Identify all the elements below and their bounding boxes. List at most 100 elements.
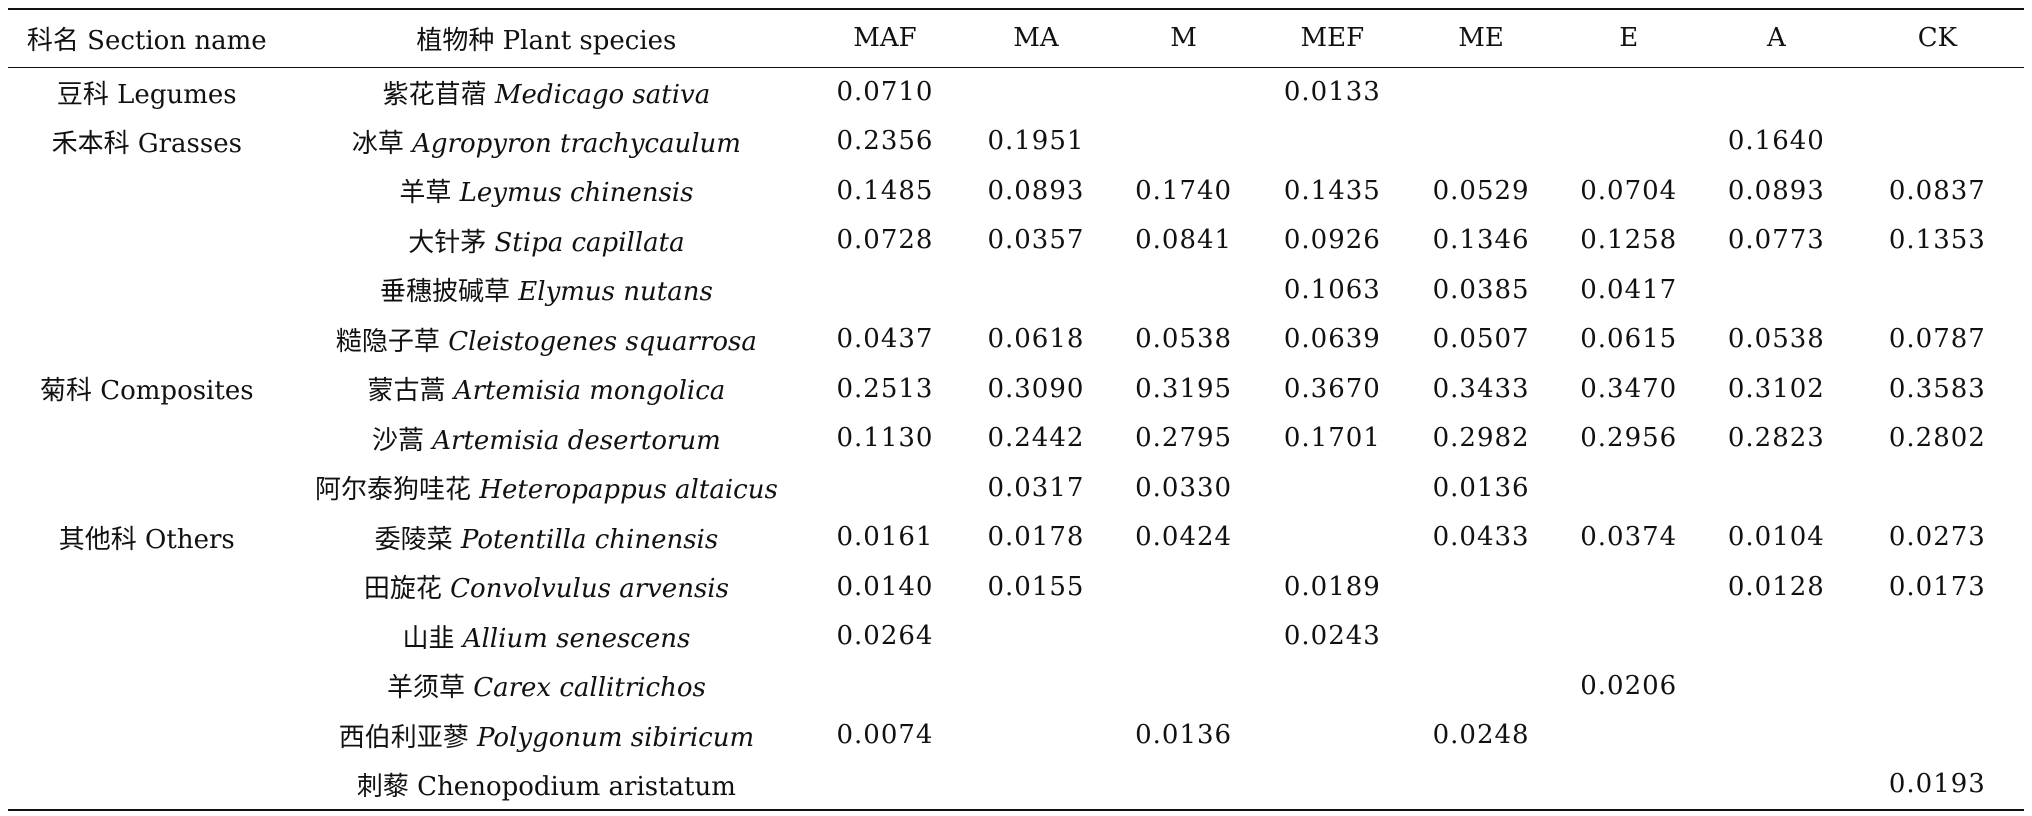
value-cell <box>1555 562 1702 612</box>
column-header: 植物种 Plant species <box>416 25 677 56</box>
table-row: 羊草 Leymus chinensis 0.1485 0.0893 0.1740 0.1… <box>8 166 2024 216</box>
value-cell <box>1851 117 2024 167</box>
species-latin-name: Potentilla chinensis <box>460 524 719 555</box>
value-cell <box>963 67 1110 117</box>
value-cell <box>963 265 1110 315</box>
table-row: 禾本科 Grasses 冰草 Agropyron trachycaulum 0.23… <box>8 117 2024 167</box>
value-cell <box>807 760 962 810</box>
species-chinese-name: 田旋花 <box>363 574 442 605</box>
table-row: 田旋花 Convolvulus arvensis 0.0140 0.0155 0.01… <box>8 562 2024 612</box>
species-chinese-name: 蒙古蒿 <box>367 376 446 407</box>
species-chinese-name: 西伯利亚蓼 <box>338 722 469 753</box>
value-cell: 0.0893 <box>1727 175 1825 206</box>
value-cell: 0.0893 <box>987 175 1085 206</box>
species-latin-name: Agropyron trachycaulum <box>412 128 741 159</box>
column-header: A <box>1766 23 1786 54</box>
species-latin-name: Allium senescens <box>462 623 691 654</box>
species-chinese-name: 羊草 <box>399 178 452 209</box>
species-cell: 羊须草 Carex callitrichos <box>286 661 808 711</box>
family-cell <box>8 463 286 513</box>
value-cell <box>1851 265 2024 315</box>
value-cell: 0.0615 <box>1580 324 1678 355</box>
family-cell <box>8 216 286 266</box>
value-cell: 0.3433 <box>1432 373 1530 404</box>
value-cell <box>1407 760 1556 810</box>
value-cell <box>963 612 1110 662</box>
value-cell: 0.1353 <box>1888 225 1986 256</box>
value-cell <box>1109 117 1258 167</box>
value-cell: 0.0104 <box>1727 522 1825 553</box>
value-cell: 0.0618 <box>987 324 1085 355</box>
value-cell: 0.0437 <box>836 324 934 355</box>
table-row: 刺藜 Chenopodium aristatum 0.0193 <box>8 760 2024 810</box>
value-cell: 0.0728 <box>836 225 934 256</box>
value-cell <box>1258 117 1407 167</box>
species-chinese-name: 糙隐子草 <box>335 326 440 357</box>
species-cell: 冰草 Agropyron trachycaulum <box>286 117 808 167</box>
species-latin-name: Heteropappus altaicus <box>479 475 778 506</box>
value-cell: 0.1435 <box>1283 175 1381 206</box>
species-latin-name: Convolvulus arvensis <box>450 574 729 605</box>
value-cell <box>1555 711 1702 761</box>
table-row: 豆科 Legumes 紫花苜蓿 Medicago sativa 0.0710 0.01… <box>8 67 2024 117</box>
value-cell <box>1702 711 1851 761</box>
species-chinese-name: 刺藜 <box>356 771 409 802</box>
species-chinese-name: 大针茅 <box>408 227 487 258</box>
value-cell <box>1407 117 1556 167</box>
value-cell <box>1702 463 1851 513</box>
value-cell <box>1109 661 1258 711</box>
species-cell: 垂穗披碱草 Elymus nutans <box>286 265 808 315</box>
value-cell <box>1407 612 1556 662</box>
family-cell: 其他科 Others <box>58 524 235 555</box>
value-cell <box>1109 562 1258 612</box>
value-cell: 0.0374 <box>1580 522 1678 553</box>
column-header: ME <box>1458 23 1504 54</box>
value-cell <box>1109 760 1258 810</box>
value-cell: 0.3470 <box>1580 373 1678 404</box>
species-chinese-name: 委陵菜 <box>374 524 453 555</box>
value-cell: 0.0433 <box>1432 522 1530 553</box>
value-cell: 0.1640 <box>1727 126 1825 157</box>
value-cell <box>807 265 962 315</box>
value-cell: 0.0710 <box>836 77 934 107</box>
column-header: MA <box>1013 23 1059 54</box>
value-cell: 0.0704 <box>1580 175 1678 206</box>
value-cell: 0.0140 <box>836 571 934 602</box>
value-cell <box>1555 760 1702 810</box>
value-cell: 0.0206 <box>1580 670 1678 701</box>
value-cell: 0.0133 <box>1283 77 1381 107</box>
value-cell: 0.3102 <box>1727 373 1825 404</box>
value-cell <box>1258 711 1407 761</box>
species-latin-name: Elymus nutans <box>518 277 713 308</box>
species-cell: 委陵菜 Potentilla chinensis <box>286 513 808 563</box>
value-cell <box>1555 463 1702 513</box>
value-cell: 0.2356 <box>836 126 934 157</box>
value-cell <box>1851 661 2024 711</box>
column-header: CK <box>1917 23 1958 54</box>
table-row: 羊须草 Carex callitrichos 0.0206 <box>8 661 2024 711</box>
value-cell: 0.1258 <box>1580 225 1678 256</box>
value-cell: 0.0507 <box>1432 324 1530 355</box>
value-cell <box>1258 463 1407 513</box>
header-row: 科名 Section name 植物种 Plant species MAF MA M ME… <box>8 9 2024 67</box>
value-cell: 0.1485 <box>836 175 934 206</box>
value-cell: 0.0385 <box>1432 274 1530 305</box>
species-cell: 山韭 Allium senescens <box>286 612 808 662</box>
species-cell: 沙蒿 Artemisia desertorum <box>286 414 808 464</box>
value-cell <box>1407 661 1556 711</box>
species-cell: 紫花苜蓿 Medicago sativa <box>286 67 808 117</box>
value-cell: 0.1063 <box>1283 274 1381 305</box>
species-latin-name: Artemisia desertorum <box>432 425 721 456</box>
value-cell: 0.0538 <box>1727 324 1825 355</box>
value-cell: 0.0136 <box>1135 720 1233 751</box>
value-cell: 0.0926 <box>1283 225 1381 256</box>
value-cell: 0.2513 <box>836 373 934 404</box>
value-cell: 0.0155 <box>987 571 1085 602</box>
value-cell: 0.2956 <box>1580 423 1678 454</box>
species-chinese-name: 山韭 <box>402 623 455 654</box>
value-cell: 0.1951 <box>987 126 1085 157</box>
value-cell: 0.3583 <box>1888 373 1986 404</box>
value-cell <box>1109 612 1258 662</box>
species-latin-name: Artemisia mongolica <box>453 376 726 407</box>
family-cell <box>8 760 286 810</box>
